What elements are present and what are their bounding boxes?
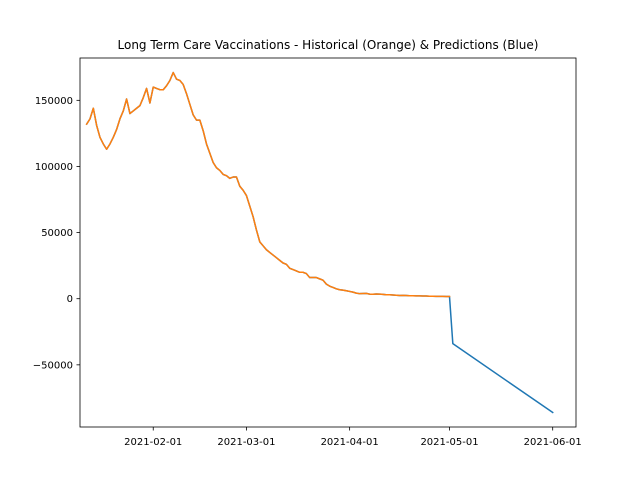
x-tick-label: 2021-02-01 bbox=[124, 437, 182, 448]
axes-background bbox=[80, 58, 576, 427]
x-tick-label: 2021-03-01 bbox=[217, 437, 275, 448]
x-tick-label: 2021-06-01 bbox=[524, 437, 582, 448]
y-tick-label: 50000 bbox=[41, 228, 73, 239]
plot-area bbox=[79, 57, 577, 428]
y-tick-label: 150000 bbox=[35, 96, 73, 107]
y-axis: −50000 0 50000 100000 150000 bbox=[33, 96, 80, 371]
y-tick-label: 100000 bbox=[35, 162, 73, 173]
x-tick-label: 2021-04-01 bbox=[321, 437, 379, 448]
axes-frame bbox=[79, 57, 577, 428]
x-axis: 2021-02-01 2021-03-01 2021-04-01 2021-05-01… bbox=[124, 427, 582, 448]
y-tick-label: 0 bbox=[67, 294, 73, 305]
series-layer bbox=[85, 71, 554, 414]
y-tick-label: −50000 bbox=[33, 360, 73, 371]
series-line-2 bbox=[85, 71, 451, 298]
x-tick-label: 2021-05-01 bbox=[420, 437, 478, 448]
chart-title: Long Term Care Vaccinations - Historical… bbox=[118, 38, 539, 52]
